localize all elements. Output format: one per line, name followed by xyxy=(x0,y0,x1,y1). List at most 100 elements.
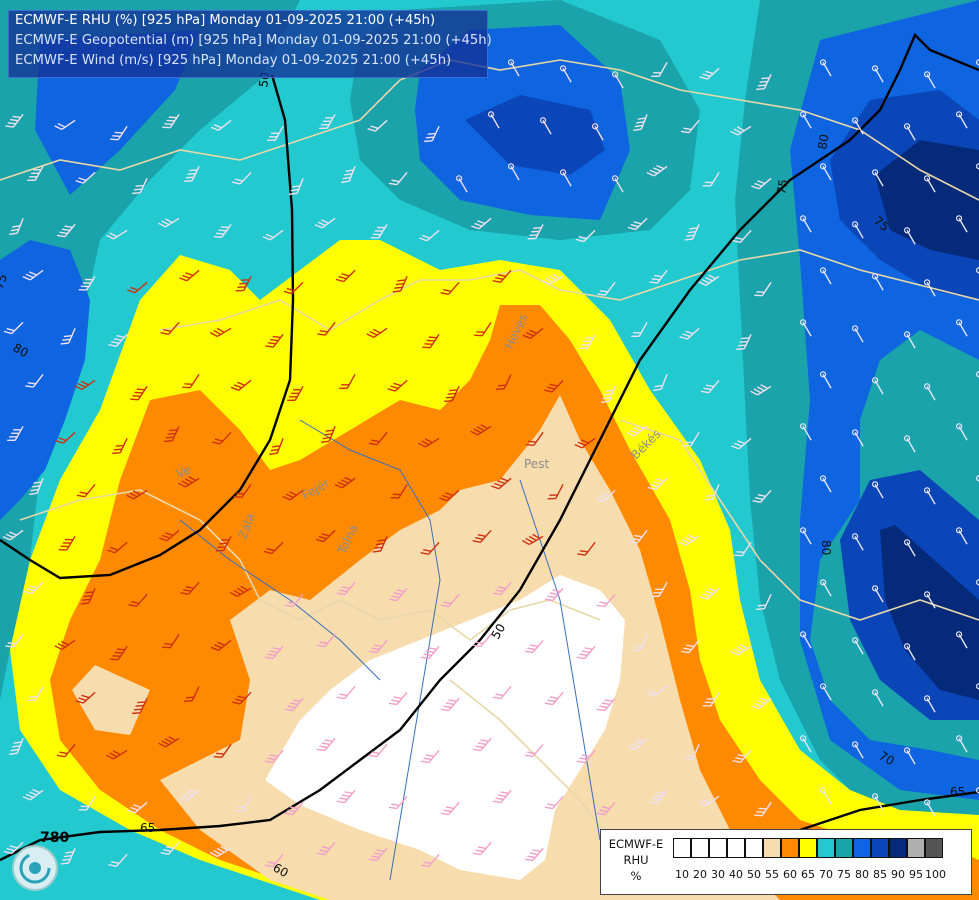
legend-swatch xyxy=(781,838,799,858)
wind-barb xyxy=(76,483,96,498)
wind-barb xyxy=(335,269,356,283)
wind-barb xyxy=(314,217,336,229)
wind-barb xyxy=(210,639,232,651)
wind-barb xyxy=(179,269,200,282)
wind-barb xyxy=(819,579,832,597)
wind-barb xyxy=(750,384,772,396)
wind-barb xyxy=(492,269,512,283)
wind-barb xyxy=(955,215,968,233)
wind-barb xyxy=(871,585,884,603)
wind-barb xyxy=(702,171,720,187)
wind-barb xyxy=(871,793,884,811)
wind-barb xyxy=(184,166,200,183)
wind-barb xyxy=(699,587,720,600)
wind-barb xyxy=(698,795,720,807)
rhu-85-zone-north xyxy=(465,95,605,175)
rhu-label-80b: 80 xyxy=(815,133,831,150)
wind-barb xyxy=(975,475,979,493)
wind-barb xyxy=(819,267,832,285)
wind-barb xyxy=(182,373,200,389)
wind-barb xyxy=(262,229,284,241)
wind-barb xyxy=(799,631,812,649)
wind-barb xyxy=(544,691,564,706)
wind-barb xyxy=(23,581,44,595)
wind-barb xyxy=(179,789,200,802)
wind-barb xyxy=(284,697,304,712)
wind-barb xyxy=(559,169,572,187)
wind-barb xyxy=(577,541,596,556)
wind-barb xyxy=(470,424,492,436)
map-title-box: ECMWF-E RHU (%) [925 hPa] Monday 01-09-2… xyxy=(8,10,492,78)
wind-barb xyxy=(264,853,284,868)
wind-barb xyxy=(229,585,252,598)
wind-barb xyxy=(5,633,24,648)
wind-barb xyxy=(527,223,544,240)
wind-barb xyxy=(730,644,752,656)
wind-barb xyxy=(799,527,812,545)
wind-barb xyxy=(955,111,968,129)
wind-barb xyxy=(923,383,936,401)
wind-barb xyxy=(368,639,388,654)
wind-barb xyxy=(799,319,812,337)
legend-swatch xyxy=(925,838,943,858)
wind-barb xyxy=(923,175,936,193)
wind-barb xyxy=(336,581,356,596)
wind-barb xyxy=(596,697,616,712)
wind-barb xyxy=(25,373,44,388)
wind-barb xyxy=(267,125,284,141)
rhu-50-zone xyxy=(265,575,625,880)
wind-barb xyxy=(851,637,864,655)
place-label-pest: Pest xyxy=(524,457,549,471)
legend-tick-label: 65 xyxy=(801,868,815,881)
wind-barb xyxy=(507,163,520,181)
wind-barb xyxy=(367,119,388,132)
wind-barb xyxy=(491,477,512,490)
place-label-veszprem: Ve xyxy=(174,463,193,481)
wind-barb xyxy=(547,483,564,500)
rhu-label-65b: 65 xyxy=(140,821,155,835)
legend-swatch xyxy=(709,838,727,858)
wind-barb xyxy=(178,476,200,488)
wind-barb xyxy=(851,325,864,343)
legend-tick-label: 90 xyxy=(891,868,905,881)
legend-swatch xyxy=(763,838,781,858)
wind-barb xyxy=(851,117,864,135)
wind-barb xyxy=(596,801,616,816)
wind-barb xyxy=(680,639,700,654)
wind-barb xyxy=(334,476,356,489)
wind-barb xyxy=(751,177,772,190)
wind-barb xyxy=(651,581,668,597)
wind-barb xyxy=(160,321,180,335)
wind-barb xyxy=(731,437,752,450)
wind-barb xyxy=(702,691,720,707)
wind-barb xyxy=(734,541,752,557)
wind-barbs xyxy=(2,59,979,868)
wind-barb xyxy=(631,321,648,337)
wind-barb xyxy=(975,371,979,389)
wind-barb xyxy=(704,484,720,501)
wind-barb xyxy=(55,431,76,444)
wind-barb xyxy=(80,588,96,605)
legend-swatch xyxy=(691,838,709,858)
wind-barb xyxy=(492,685,512,700)
wind-barb xyxy=(591,123,604,141)
wind-barb xyxy=(440,281,460,295)
wind-barb xyxy=(627,217,648,231)
wind-barb xyxy=(321,426,336,444)
wind-barb xyxy=(56,743,76,758)
wind-barb xyxy=(975,267,979,285)
wind-barb xyxy=(756,594,772,611)
wind-barb xyxy=(903,747,916,765)
wind-barb xyxy=(679,327,700,340)
wind-barb xyxy=(575,229,596,243)
legend-tick-label: 55 xyxy=(765,868,779,881)
wind-barb xyxy=(368,743,388,758)
wind-barb xyxy=(315,529,336,543)
wind-barb xyxy=(264,749,284,764)
wind-barb xyxy=(474,321,492,337)
wind-barb xyxy=(559,65,572,83)
wind-barb xyxy=(903,123,916,141)
wind-barb xyxy=(9,218,24,236)
legend-tick-label: 75 xyxy=(837,868,851,881)
wind-barb xyxy=(871,169,884,187)
